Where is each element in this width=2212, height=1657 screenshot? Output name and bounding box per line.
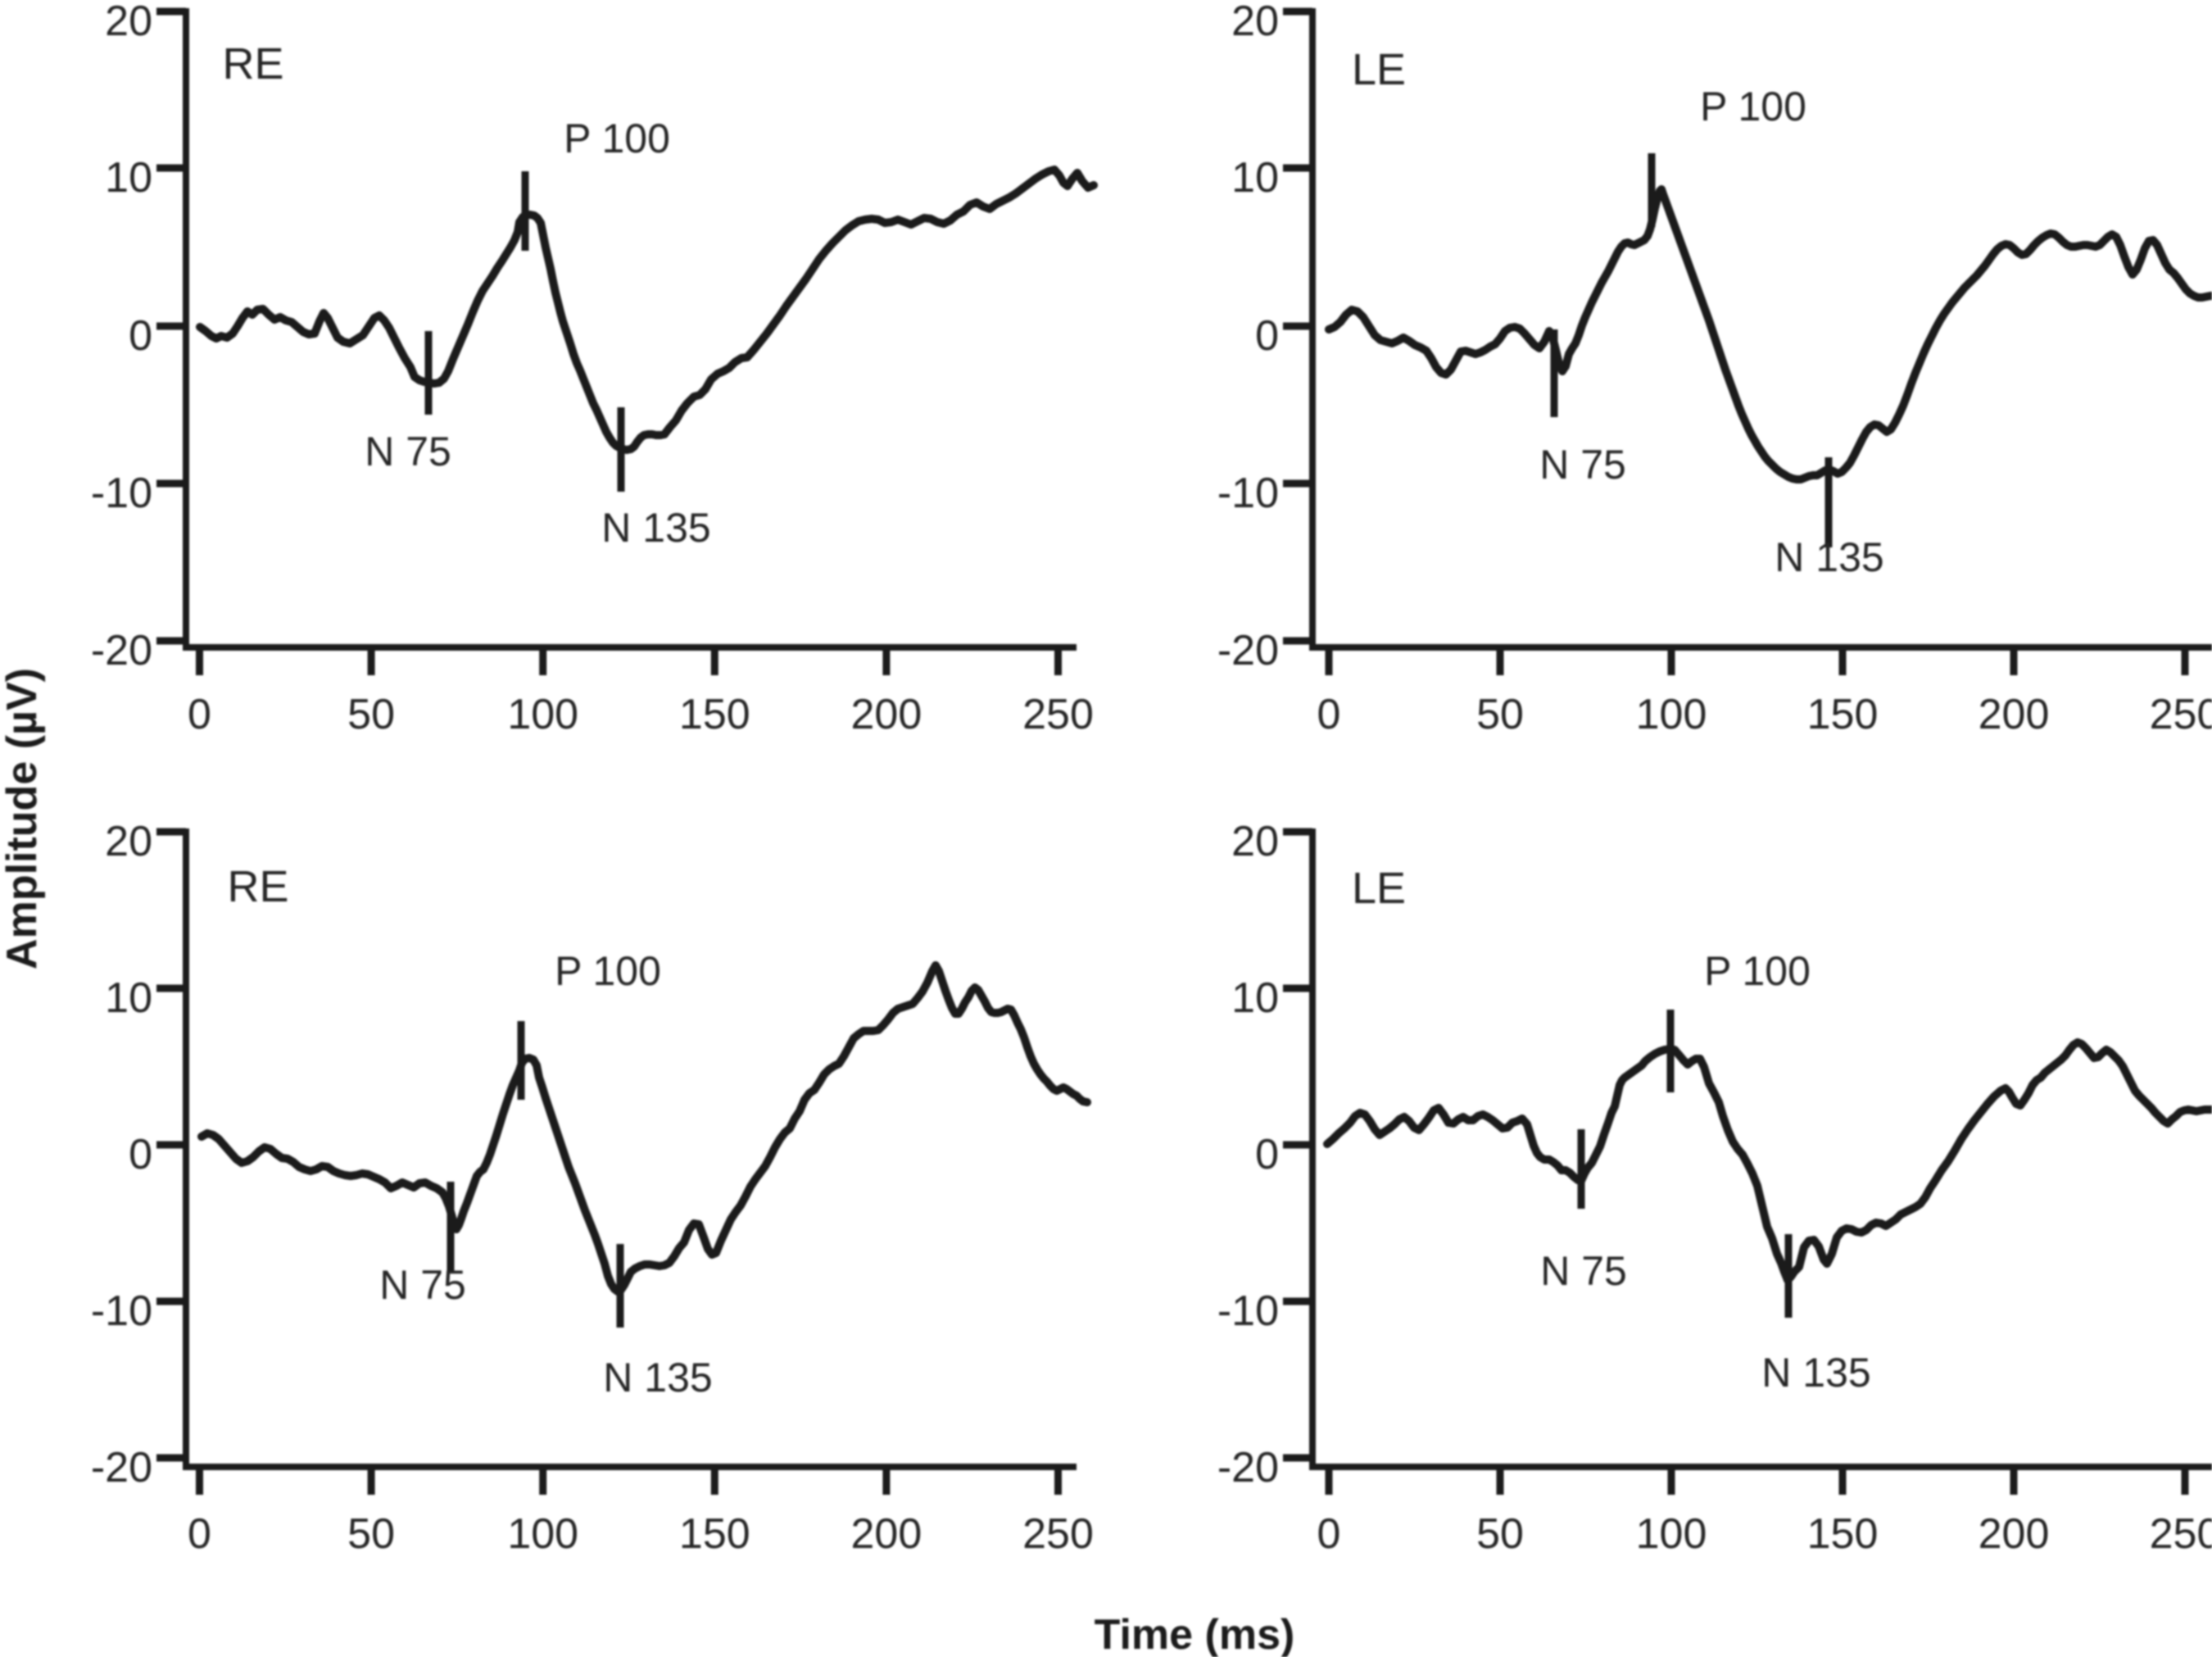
svg-text:P 100: P 100 — [564, 116, 670, 161]
svg-text:50: 50 — [1476, 691, 1524, 738]
svg-text:P 100: P 100 — [1700, 84, 1806, 129]
svg-text:N 135: N 135 — [603, 1355, 712, 1401]
svg-text:0: 0 — [1255, 312, 1279, 360]
svg-text:150: 150 — [679, 691, 750, 738]
svg-text:250: 250 — [1022, 1510, 1094, 1558]
svg-text:100: 100 — [507, 1510, 578, 1558]
svg-text:-10: -10 — [1217, 470, 1279, 517]
svg-text:100: 100 — [507, 691, 578, 738]
svg-text:100: 100 — [1636, 1510, 1707, 1558]
svg-text:20: 20 — [1231, 818, 1279, 865]
svg-text:-10: -10 — [91, 470, 152, 517]
svg-text:50: 50 — [347, 1510, 395, 1558]
svg-text:N 75: N 75 — [365, 429, 451, 474]
svg-text:LE: LE — [1352, 45, 1406, 94]
svg-text:20: 20 — [105, 0, 152, 45]
svg-text:10: 10 — [1231, 154, 1279, 202]
svg-text:50: 50 — [1476, 1510, 1524, 1558]
svg-text:-10: -10 — [1217, 1287, 1279, 1335]
svg-text:N 75: N 75 — [1539, 442, 1626, 488]
svg-text:Time (ms): Time (ms) — [1095, 1611, 1295, 1657]
svg-text:200: 200 — [851, 1510, 922, 1558]
svg-text:P 100: P 100 — [555, 948, 661, 994]
svg-text:0: 0 — [1255, 1131, 1279, 1178]
svg-text:250: 250 — [2150, 691, 2212, 738]
svg-text:0: 0 — [188, 1510, 211, 1558]
svg-text:250: 250 — [2150, 1510, 2212, 1558]
svg-text:20: 20 — [1231, 0, 1279, 45]
svg-text:200: 200 — [1979, 1510, 2050, 1558]
svg-text:RE: RE — [227, 862, 288, 911]
svg-text:N 135: N 135 — [1775, 534, 1883, 580]
svg-text:100: 100 — [1636, 691, 1707, 738]
svg-text:250: 250 — [1022, 691, 1094, 738]
svg-text:N 75: N 75 — [1540, 1248, 1627, 1294]
svg-text:-10: -10 — [91, 1287, 152, 1335]
svg-text:10: 10 — [105, 154, 152, 202]
svg-text:-20: -20 — [91, 627, 152, 674]
svg-text:200: 200 — [1979, 691, 2050, 738]
svg-text:10: 10 — [1231, 974, 1279, 1022]
svg-text:50: 50 — [347, 691, 395, 738]
svg-text:0: 0 — [1317, 1510, 1341, 1558]
svg-text:0: 0 — [129, 1131, 152, 1178]
svg-text:N 135: N 135 — [1761, 1350, 1870, 1396]
svg-text:0: 0 — [129, 312, 152, 360]
svg-text:Amplitude (µV): Amplitude (µV) — [0, 668, 46, 969]
svg-text:-20: -20 — [91, 1444, 152, 1491]
svg-text:RE: RE — [222, 39, 283, 89]
svg-text:-20: -20 — [1217, 1444, 1279, 1491]
svg-text:N 75: N 75 — [379, 1262, 466, 1308]
svg-text:150: 150 — [1807, 691, 1879, 738]
svg-text:-20: -20 — [1217, 627, 1279, 674]
svg-text:N 135: N 135 — [601, 505, 710, 551]
svg-text:20: 20 — [105, 818, 152, 865]
svg-text:150: 150 — [1807, 1510, 1879, 1558]
svg-text:200: 200 — [851, 691, 922, 738]
svg-text:150: 150 — [679, 1510, 750, 1558]
svg-text:0: 0 — [188, 691, 211, 738]
svg-text:P 100: P 100 — [1704, 948, 1811, 994]
svg-text:LE: LE — [1352, 864, 1406, 913]
svg-text:0: 0 — [1317, 691, 1341, 738]
svg-text:10: 10 — [105, 974, 152, 1022]
